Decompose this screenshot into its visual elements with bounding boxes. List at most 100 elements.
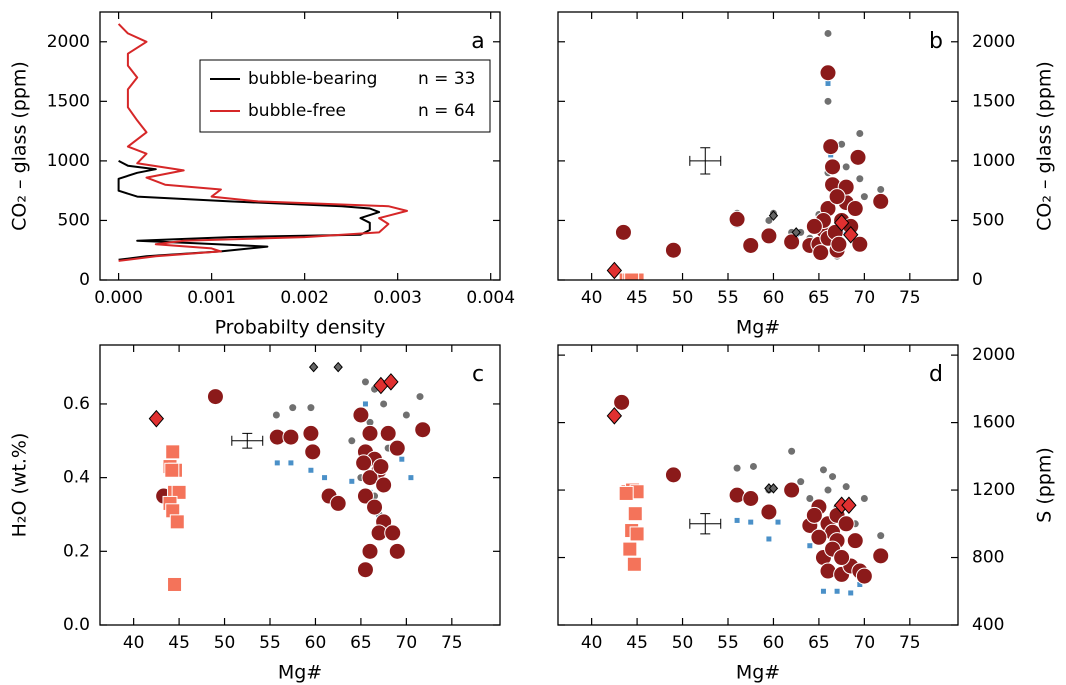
point [304,443,322,461]
point [282,428,300,446]
plot-area [117,23,408,262]
y-axis-label: S (ppm) [1034,447,1056,523]
point [768,483,779,494]
point [308,467,314,473]
point [775,519,781,525]
point [352,406,370,424]
point [288,460,294,466]
point [872,192,890,210]
point [805,217,823,235]
point [308,361,319,373]
point [613,393,631,411]
point [842,483,850,491]
x-tick-label: 45 [626,633,648,653]
y-axis-label: CO₂ – glass (ppm) [9,61,31,231]
point [819,64,837,82]
point [843,225,859,244]
point [618,485,634,501]
x-tick-label: 60 [763,633,785,653]
x-tick-label: 45 [168,633,190,653]
point [733,464,741,472]
y-tick-label: 1500 [47,91,90,111]
x-tick-label: 40 [581,288,603,308]
panel: 0.000 0.001 0.002 0.003 0.004 0 500 1000 1500 200… [9,11,515,339]
point [629,526,645,542]
panel-letter: c [472,362,484,387]
point [877,185,885,193]
y-axis-label: H₂O (wt.%) [9,433,31,538]
y-tick-label: 0 [79,270,90,290]
point [307,404,315,412]
x-tick-label: 0.000 [94,288,143,308]
point [856,175,864,183]
point [171,484,187,500]
point [833,214,850,232]
point [416,393,424,401]
point [824,486,832,494]
panel: 40 45 50 55 60 65 70 75 0.0 0.2 0.4 0.6 Mg# H₂O (wt.%… [9,344,501,684]
point [838,140,846,148]
axes-frame [557,344,959,626]
point [742,489,760,507]
point [380,400,388,408]
point [362,401,368,407]
x-tick-label: 50 [214,633,236,653]
x-tick-label: 45 [626,288,648,308]
point [627,506,643,522]
point [806,494,814,502]
point [361,424,379,442]
point [797,478,805,486]
point [877,532,885,540]
legend: bubble-bearing n = 33 bubble-free n = 64 [199,59,491,133]
point [379,424,397,442]
plot-area [606,29,890,280]
point [322,475,328,481]
point [812,244,830,262]
y-axis-label: CO₂ – glass (ppm) [1034,61,1056,231]
density-line [117,23,408,262]
panel: 40 45 50 55 60 65 70 75 400 800 1200 1600 2000 Mg# S (… [557,344,1056,684]
point [824,158,842,176]
axes-frame [99,11,501,281]
point [348,437,356,445]
point [807,543,813,549]
x-tick-label: 50 [672,288,694,308]
point [388,542,406,560]
point [825,80,831,86]
point [872,547,890,565]
y-tick-label: 400 [972,615,1004,635]
point [760,503,778,521]
point [833,549,851,567]
y-tick-label: 800 [972,548,1004,568]
point [388,439,406,457]
x-tick-label: 0.001 [187,288,236,308]
y-tick-label: 2000 [972,32,1015,52]
legend-count: n = 33 [418,69,475,89]
point [766,536,772,542]
point [841,496,857,515]
point [148,409,165,428]
point [375,476,393,494]
point [846,200,864,218]
y-tick-label: 1000 [972,151,1015,171]
y-tick-label: 2000 [972,345,1015,365]
point [783,233,801,251]
point [728,210,746,228]
x-tick-label: 75 [899,288,921,308]
error-bar-y [700,147,711,175]
point [805,506,823,524]
x-tick-label: 55 [717,288,739,308]
x-axis-label: Mg# [278,662,322,684]
x-tick-label: 0.003 [373,288,422,308]
point [848,590,854,596]
x-tick-label: 70 [854,633,876,653]
y-tick-label: 1200 [972,480,1015,500]
x-axis-label: Mg# [736,662,780,684]
point [742,236,760,254]
panel-letter: b [929,29,943,54]
point [399,456,405,462]
point [356,487,374,505]
x-tick-label: 40 [581,633,603,653]
point [167,576,183,592]
point [356,561,374,579]
